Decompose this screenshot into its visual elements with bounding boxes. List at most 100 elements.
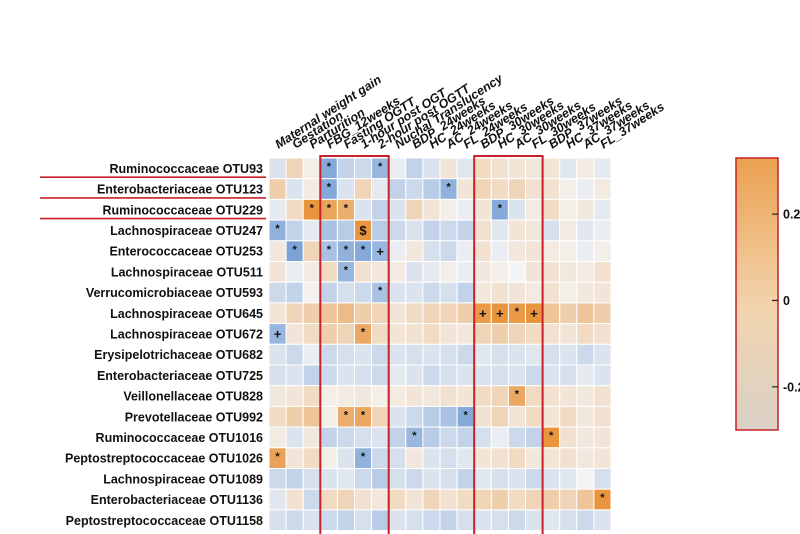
heatmap-cell bbox=[268, 157, 287, 180]
heatmap-cell bbox=[456, 178, 475, 200]
heatmap-cell bbox=[490, 219, 509, 242]
heatmap-cell bbox=[336, 302, 355, 325]
heatmap-cell bbox=[422, 302, 441, 325]
heatmap-cell bbox=[456, 157, 475, 180]
heatmap-cell bbox=[268, 405, 287, 428]
significance-mark: * bbox=[464, 409, 469, 421]
heatmap-cell bbox=[268, 468, 287, 490]
heatmap-cell bbox=[490, 343, 509, 366]
heatmap-cell bbox=[388, 302, 407, 325]
heatmap-cell bbox=[507, 343, 526, 366]
heatmap-cell bbox=[593, 509, 612, 532]
heatmap-cell bbox=[336, 447, 355, 469]
heatmap-cell bbox=[285, 343, 304, 366]
heatmap-cell bbox=[354, 468, 373, 490]
heatmap-cell bbox=[439, 468, 458, 490]
heatmap-cell bbox=[422, 198, 441, 221]
row-label: Ruminococcaceae OTU93 bbox=[109, 162, 263, 176]
heatmap-cell bbox=[371, 385, 390, 407]
heatmap-cell bbox=[473, 198, 492, 221]
row-label: Enterobacteriaceae OTU123 bbox=[97, 183, 263, 197]
heatmap-cell bbox=[559, 426, 578, 449]
heatmap-cell bbox=[559, 261, 578, 283]
heatmap-cell bbox=[354, 509, 373, 532]
heatmap-cell bbox=[268, 240, 287, 263]
heatmap-cell bbox=[473, 488, 492, 511]
heatmap-cell bbox=[473, 343, 492, 366]
heatmap-cell bbox=[405, 447, 424, 469]
heatmap-cell bbox=[525, 343, 544, 366]
row-label: Ruminococcaceae OTU1016 bbox=[96, 431, 263, 445]
heatmap-cell bbox=[576, 281, 595, 304]
heatmap-cell bbox=[593, 343, 612, 366]
heatmap-cell bbox=[268, 364, 287, 387]
heatmap-cell bbox=[559, 240, 578, 263]
heatmap-cell bbox=[490, 447, 509, 469]
heatmap-cell bbox=[388, 281, 407, 304]
significance-mark: + bbox=[530, 306, 538, 321]
heatmap-cell bbox=[507, 261, 526, 283]
row-label: Enterobacteriaceae OTU1136 bbox=[91, 493, 263, 507]
heatmap-cell bbox=[268, 302, 287, 325]
heatmap-cell bbox=[422, 343, 441, 366]
heatmap-cell bbox=[473, 323, 492, 345]
significance-mark: * bbox=[310, 202, 315, 214]
heatmap-cell bbox=[388, 323, 407, 345]
heatmap-cell bbox=[388, 509, 407, 532]
significance-mark: * bbox=[446, 182, 451, 194]
heatmap-cell bbox=[302, 405, 321, 428]
heatmap-cell bbox=[559, 323, 578, 345]
significance-mark: + bbox=[376, 244, 384, 259]
significance-mark: * bbox=[515, 389, 520, 401]
heatmap-cell bbox=[456, 281, 475, 304]
heatmap-cell bbox=[456, 364, 475, 387]
heatmap-cell bbox=[302, 281, 321, 304]
heatmap-cell bbox=[319, 323, 338, 345]
heatmap-cell bbox=[302, 488, 321, 511]
heatmap-cell bbox=[405, 385, 424, 407]
heatmap-cell bbox=[371, 261, 390, 283]
heatmap-cell bbox=[576, 405, 595, 428]
heatmap-cell bbox=[371, 219, 390, 242]
heatmap-cell bbox=[319, 509, 338, 532]
heatmap-cell bbox=[371, 323, 390, 345]
significance-mark: + bbox=[274, 327, 282, 342]
heatmap-cell bbox=[473, 261, 492, 283]
heatmap-cell bbox=[302, 240, 321, 263]
heatmap-cell bbox=[593, 405, 612, 428]
row-label: Ruminococcaceae OTU229 bbox=[103, 203, 264, 217]
significance-mark: * bbox=[344, 265, 349, 277]
heatmap-cell bbox=[354, 157, 373, 180]
heatmap-cell bbox=[439, 302, 458, 325]
heatmap-cell bbox=[268, 343, 287, 366]
heatmap-cell bbox=[439, 198, 458, 221]
heatmap-cell bbox=[319, 488, 338, 511]
heatmap-cell bbox=[473, 281, 492, 304]
heatmap-cell bbox=[422, 426, 441, 449]
heatmap-cell bbox=[490, 426, 509, 449]
heatmap-cell bbox=[439, 364, 458, 387]
significance-mark: * bbox=[327, 244, 332, 256]
heatmap-cell bbox=[439, 488, 458, 511]
heatmap-cell bbox=[319, 281, 338, 304]
heatmap-cell bbox=[371, 405, 390, 428]
heatmap-cell bbox=[576, 343, 595, 366]
heatmap-cell bbox=[302, 157, 321, 180]
heatmap-cell bbox=[302, 468, 321, 490]
heatmap-cell bbox=[542, 468, 561, 490]
heatmap-cell bbox=[336, 343, 355, 366]
heatmap-cell bbox=[559, 509, 578, 532]
heatmap-cell bbox=[336, 385, 355, 407]
heatmap-cell bbox=[302, 509, 321, 532]
heatmap-cell bbox=[559, 198, 578, 221]
row-labels: Ruminococcaceae OTU93 Enterobacteriaceae … bbox=[40, 162, 266, 528]
heatmap-cell bbox=[336, 468, 355, 490]
heatmap-cell bbox=[268, 261, 287, 283]
colorbar-tick-label: 0.2 bbox=[783, 208, 800, 222]
significance-mark: * bbox=[344, 202, 349, 214]
heatmap-cell bbox=[422, 468, 441, 490]
heatmap-cell bbox=[354, 426, 373, 449]
heatmap-cell bbox=[371, 468, 390, 490]
heatmap-cell bbox=[559, 364, 578, 387]
heatmap-cell bbox=[439, 447, 458, 469]
